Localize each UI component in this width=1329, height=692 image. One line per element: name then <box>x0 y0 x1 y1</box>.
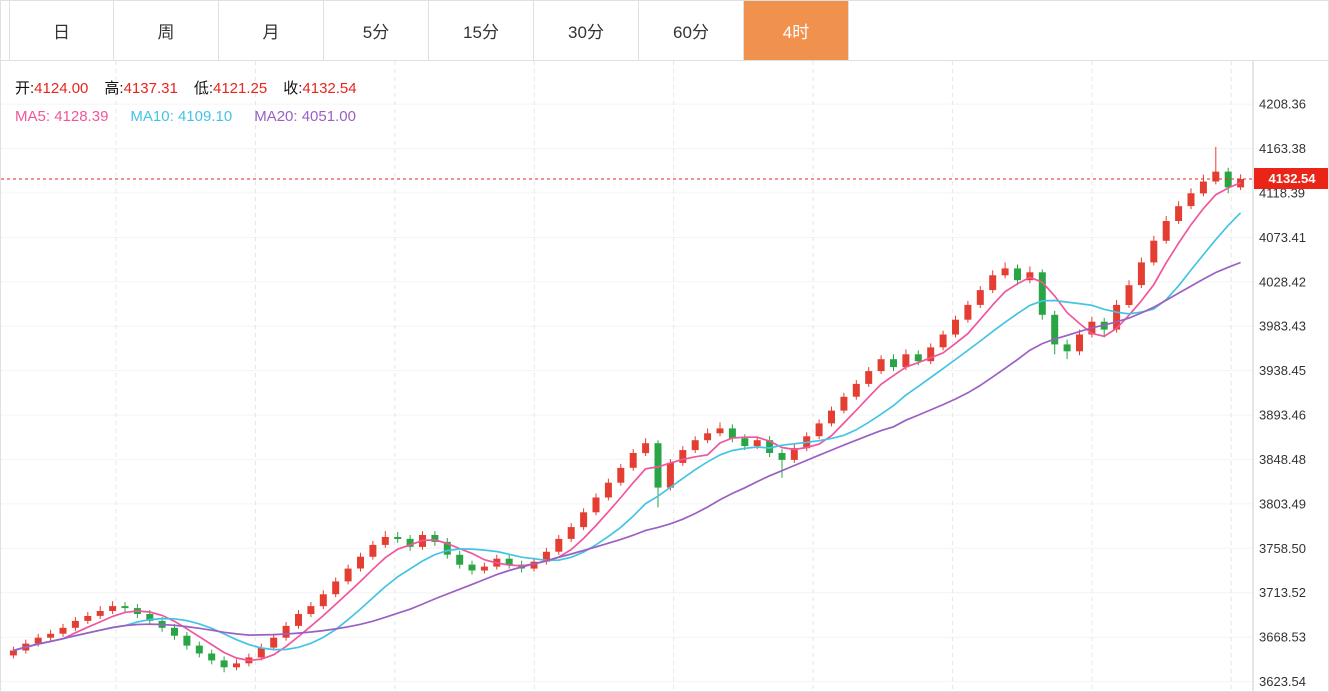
y-axis-label: 4163.38 <box>1259 141 1306 156</box>
chart-legend: 开:4124.00 高:4137.31 低:4121.25 收:4132.54 MA5… <box>15 75 373 131</box>
period-tabbar: 日周月 5分 15分 30分 60分 4时 <box>1 1 1328 61</box>
y-axis-label: 3758.50 <box>1259 541 1306 556</box>
high-value: 4137.31 <box>123 80 178 97</box>
y-axis-label: 4208.36 <box>1259 97 1306 112</box>
ma5-value: MA5: 4128.39 <box>15 108 109 125</box>
ohlc-row: 开:4124.00 高:4137.31 低:4121.25 收:4132.54 <box>15 75 373 103</box>
high-label: 高: <box>104 80 124 97</box>
y-axis-label: 3983.43 <box>1259 319 1306 334</box>
tab-30分[interactable]: 30分 <box>534 1 639 60</box>
y-axis-label: 3893.46 <box>1259 408 1306 423</box>
tab-15分[interactable]: 15分 <box>429 1 534 60</box>
y-axis-label: 3938.45 <box>1259 363 1306 378</box>
ma10-value: MA10: 4109.10 <box>130 108 233 125</box>
ma20-value: MA20: 4051.00 <box>254 108 356 125</box>
ma-row: MA5: 4128.39 MA10: 4109.10 MA20: 4051.00 <box>15 103 373 131</box>
y-axis-label: 3848.48 <box>1259 452 1306 467</box>
y-axis-label: 3713.52 <box>1259 585 1306 600</box>
y-axis-label: 3803.49 <box>1259 496 1306 511</box>
low-value: 4121.25 <box>212 80 268 97</box>
current-price-badge: 4132.54 <box>1254 168 1328 189</box>
y-axis-label: 4073.41 <box>1259 230 1306 245</box>
y-axis-label: 3623.54 <box>1259 674 1306 689</box>
tab-60分[interactable]: 60分 <box>639 1 744 60</box>
chart-region: 开:4124.00 高:4137.31 低:4121.25 收:4132.54 MA5… <box>1 61 1329 692</box>
tab-4时[interactable]: 4时 <box>744 1 849 60</box>
tab-5分[interactable]: 5分 <box>324 1 429 60</box>
open-value: 4124.00 <box>34 80 89 97</box>
y-axis-label: 4118.39 <box>1259 185 1305 200</box>
open-label: 开: <box>15 80 35 97</box>
tab-月[interactable]: 月 <box>219 1 324 60</box>
y-axis-label: 3668.53 <box>1259 630 1306 645</box>
close-value: 4132.54 <box>302 80 357 97</box>
close-label: 收: <box>283 80 303 97</box>
y-axis-label: 4028.42 <box>1259 274 1306 289</box>
candlestick-chart[interactable]: 4208.36 4163.38 4118.39 4073.41 4028.42 3983.… <box>1 61 1329 692</box>
tab-周[interactable]: 周 <box>114 1 219 60</box>
low-label: 低: <box>193 80 213 97</box>
tab-日[interactable]: 日 <box>9 1 114 60</box>
